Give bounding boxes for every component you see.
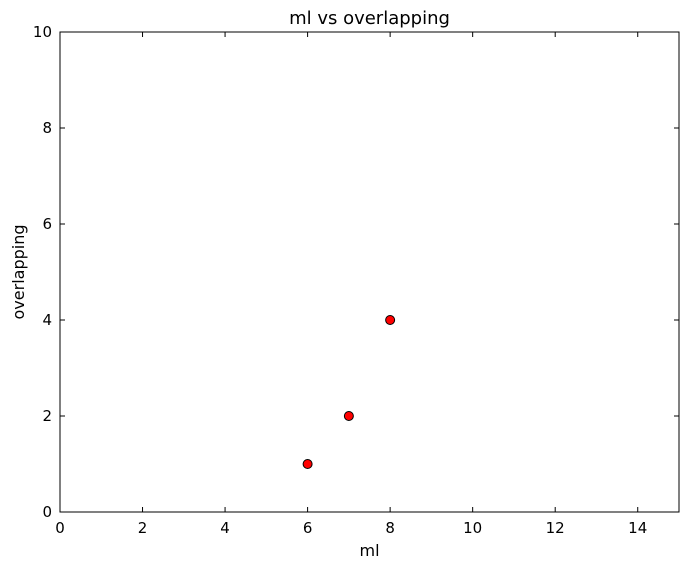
chart-title: ml vs overlapping <box>289 8 450 29</box>
y-tick-label: 4 <box>42 311 52 329</box>
x-tick-label: 4 <box>220 519 230 537</box>
y-tick-label: 8 <box>42 119 52 137</box>
x-axis-ticks: 0 2 4 6 8 10 12 14 <box>55 32 647 537</box>
plot-area: 0 2 4 6 8 10 12 14 0 2 4 6 8 10 <box>33 23 680 537</box>
plot-frame <box>59 31 680 513</box>
x-tick-label: 2 <box>138 519 148 537</box>
x-tick-label: 12 <box>546 519 565 537</box>
x-tick-label: 10 <box>463 519 482 537</box>
x-tick-label: 6 <box>303 519 313 537</box>
y-axis-label: overlapping <box>9 225 28 320</box>
data-points <box>302 315 396 469</box>
x-axis-label: ml <box>359 541 379 560</box>
y-tick-label: 6 <box>42 215 52 233</box>
y-tick-label: 2 <box>42 407 52 425</box>
x-tick-label: 8 <box>385 519 395 537</box>
y-tick-label: 10 <box>33 23 52 41</box>
y-tick-label: 0 <box>42 503 52 521</box>
x-tick-label: 14 <box>628 519 647 537</box>
scatter-point <box>343 411 354 421</box>
scatter-point <box>302 459 313 469</box>
scatter-point <box>385 315 396 325</box>
y-axis-ticks: 0 2 4 6 8 10 <box>33 23 679 521</box>
x-tick-label: 0 <box>55 519 65 537</box>
